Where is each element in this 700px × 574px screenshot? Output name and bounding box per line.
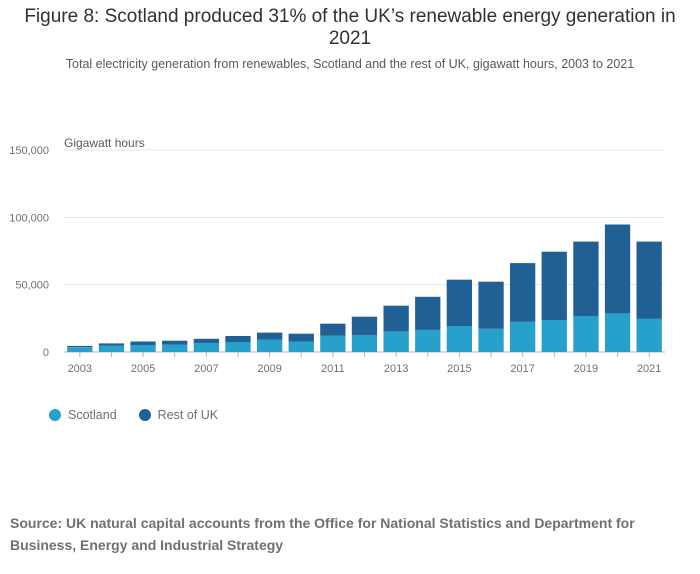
bar-rest-of-uk-2003 [67,345,93,348]
y-tick-label: 100,000 [9,212,49,224]
x-tick-label: 2021 [637,363,661,375]
y-tick-label: 0 [43,347,49,359]
stacked-bar-chart: 0 50,000 100,000 150,000 Gigawatt hours 200… [9,136,665,375]
bar-scotland-2019 [573,316,599,352]
bar-rest-of-uk-2020 [604,224,631,314]
bar-scotland-2007 [193,343,219,352]
bar-scotland-2003 [67,347,93,352]
bars [67,224,662,352]
bar-scotland-2021 [636,318,662,352]
bar-scotland-2013 [383,331,409,352]
legend: Scotland Rest of UK [49,408,240,422]
bar-rest-of-uk-2015 [446,279,472,326]
legend-item-scotland: Scotland [49,408,117,422]
bar-rest-of-uk-2010 [288,333,314,342]
bar-scotland-2020 [604,313,631,352]
bar-rest-of-uk-2006 [162,340,188,345]
bar-rest-of-uk-2018 [541,251,567,320]
bar-rest-of-uk-2021 [636,241,662,319]
x-tick-label: 2019 [574,363,598,375]
legend-swatch-scotland [49,409,61,421]
x-tick-label: 2011 [321,363,345,375]
bar-rest-of-uk-2013 [383,305,409,332]
y-axis-ticks: 0 50,000 100,000 150,000 [9,145,49,359]
bar-rest-of-uk-2016 [478,281,504,329]
x-tick-label: 2015 [447,363,471,375]
bar-rest-of-uk-2017 [510,263,536,322]
bar-scotland-2014 [415,329,441,352]
bar-scotland-2005 [130,345,156,352]
y-tick-label: 50,000 [15,280,49,292]
bar-rest-of-uk-2014 [415,296,441,330]
bar-rest-of-uk-2008 [225,336,251,343]
chart-title: Figure 8: Scotland produced 31% of the U… [24,6,676,49]
legend-item-rest-of-uk: Rest of UK [138,408,219,422]
x-tick-label: 2007 [194,363,218,375]
bar-rest-of-uk-2009 [257,332,283,340]
bar-scotland-2004 [98,345,125,352]
bar-rest-of-uk-2019 [573,241,599,317]
x-axis-ticks: 2003 2005 2007 2009 2011 2013 2015 2017 2019 2021 [68,352,661,375]
bar-rest-of-uk-2011 [320,323,346,336]
bar-scotland-2011 [320,335,346,352]
bar-scotland-2016 [478,328,504,352]
y-axis-label: Gigawatt hours [64,136,145,150]
bar-scotland-2015 [446,326,472,352]
bar-rest-of-uk-2004 [98,343,125,346]
y-tick-label: 150,000 [9,145,49,157]
legend-label-scotland: Scotland [68,408,117,422]
bar-scotland-2018 [541,319,567,352]
x-tick-label: 2013 [384,363,408,375]
bar-scotland-2017 [510,321,536,352]
x-tick-label: 2009 [257,363,281,375]
legend-label-rest-of-uk: Rest of UK [157,408,219,422]
bar-scotland-2009 [257,339,283,352]
bar-scotland-2006 [162,344,188,352]
x-tick-label: 2005 [131,363,155,375]
chart-subtitle: Total electricity generation from renewa… [65,57,635,71]
bar-scotland-2010 [288,341,314,352]
source-note: Source: UK natural capital accounts from… [10,515,635,553]
bar-rest-of-uk-2005 [130,341,156,345]
x-tick-label: 2017 [510,363,534,375]
bar-scotland-2012 [351,335,378,352]
bar-scotland-2008 [225,342,251,352]
legend-swatch-rest-of-uk [138,409,151,421]
x-tick-label: 2003 [68,363,92,375]
bar-rest-of-uk-2007 [193,338,219,344]
bar-rest-of-uk-2012 [351,316,378,336]
